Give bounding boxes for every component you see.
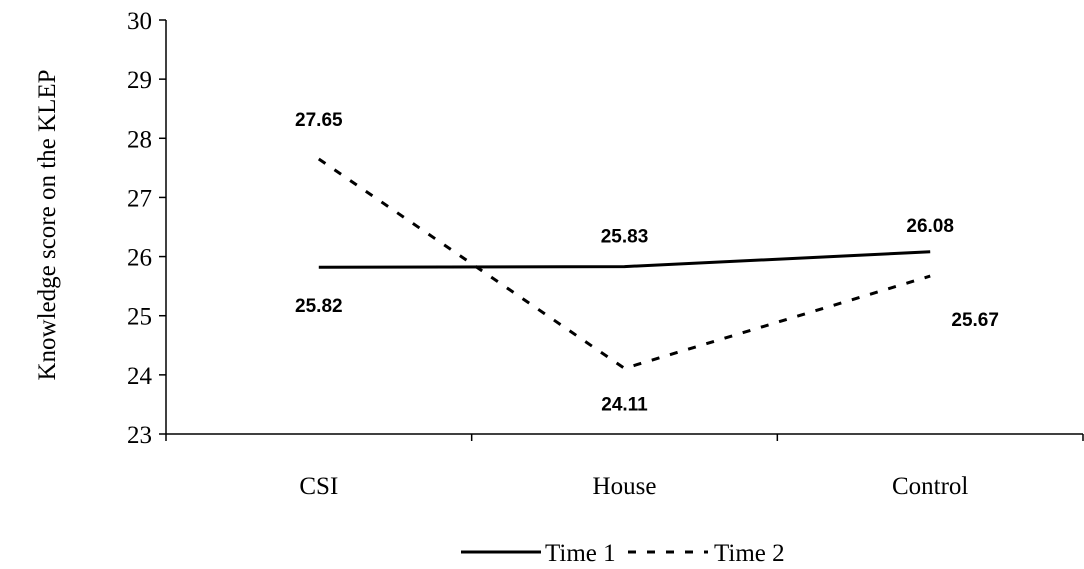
legend-label-time-1: Time 1 — [545, 540, 616, 567]
axes — [159, 19, 1084, 441]
series-line-1 — [318, 250, 931, 269]
y-axis-title: Knowledge score on the KLEP — [34, 69, 61, 380]
data-labels: 25.82 25.83 26.08 27.65 24.11 25.67 — [295, 110, 999, 415]
data-label: 27.65 — [295, 110, 343, 131]
y-tick-label: 25 — [127, 304, 152, 331]
y-tick-label: 28 — [127, 126, 152, 153]
data-label: 26.08 — [906, 216, 954, 237]
y-tick-label: 23 — [127, 422, 152, 449]
legend: Time 1 Time 2 — [461, 540, 785, 567]
x-tick-labels: CSI House Control — [299, 473, 968, 500]
data-label: 25.83 — [601, 227, 649, 248]
series-line-2 — [317, 157, 931, 371]
y-tick-label: 24 — [127, 363, 153, 390]
y-tick-labels: 23 24 25 26 27 28 29 30 — [127, 8, 153, 449]
y-tick-label: 30 — [127, 8, 152, 35]
y-tick-label: 26 — [127, 245, 152, 272]
data-label: 25.82 — [295, 296, 343, 317]
y-tick-label: 29 — [127, 67, 152, 94]
data-label: 24.11 — [601, 394, 648, 415]
x-tick-label: Control — [892, 473, 968, 500]
legend-label-time-2: Time 2 — [714, 540, 785, 567]
x-tick-label: House — [593, 473, 657, 500]
series-lines — [317, 157, 931, 371]
data-label: 25.67 — [951, 310, 999, 331]
x-tick-label: CSI — [299, 473, 338, 500]
y-tick-label: 27 — [127, 185, 152, 212]
